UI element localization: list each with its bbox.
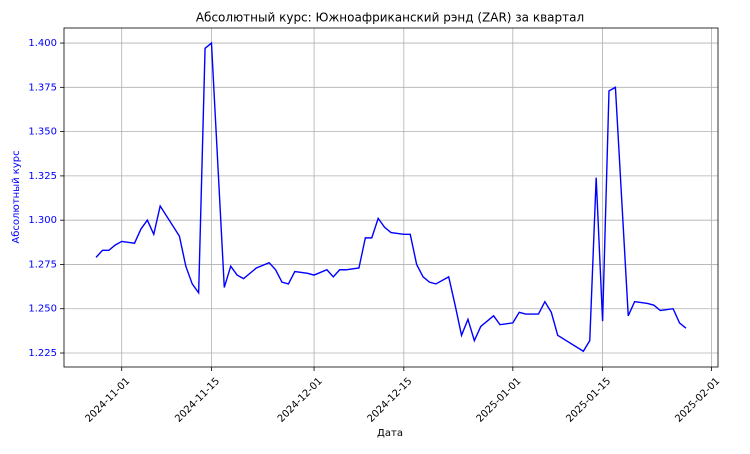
- y-tick-label: 1.275: [28, 259, 57, 270]
- y-tick-label: 1.250: [28, 304, 57, 315]
- y-tick-label: 1.225: [28, 348, 57, 359]
- y-tick-label: 1.300: [28, 215, 57, 226]
- data-line: [95, 41, 687, 353]
- x-tick-label: 2025-01-15: [564, 376, 613, 425]
- y-tick-label: 1.325: [28, 171, 57, 182]
- x-tick-label: 2024-11-15: [173, 376, 222, 425]
- x-tick-label: 2024-12-15: [366, 376, 415, 425]
- chart-title: Абсолютный курс: Южноафриканский рэнд (Z…: [196, 11, 584, 25]
- x-tick-label: 2025-02-01: [673, 376, 722, 425]
- y-tick-label: 1.350: [28, 127, 57, 138]
- x-tick-label: 2024-12-01: [276, 376, 325, 425]
- x-tick-label: 2024-11-01: [83, 376, 132, 425]
- plot-frame: [63, 27, 719, 368]
- y-tick-label: 1.400: [28, 38, 57, 49]
- y-axis-label: Абсолютный курс: [11, 150, 22, 243]
- x-tick-label: 2025-01-01: [475, 376, 524, 425]
- x-axis-label: Дата: [377, 428, 403, 439]
- y-tick-label: 1.375: [28, 82, 57, 93]
